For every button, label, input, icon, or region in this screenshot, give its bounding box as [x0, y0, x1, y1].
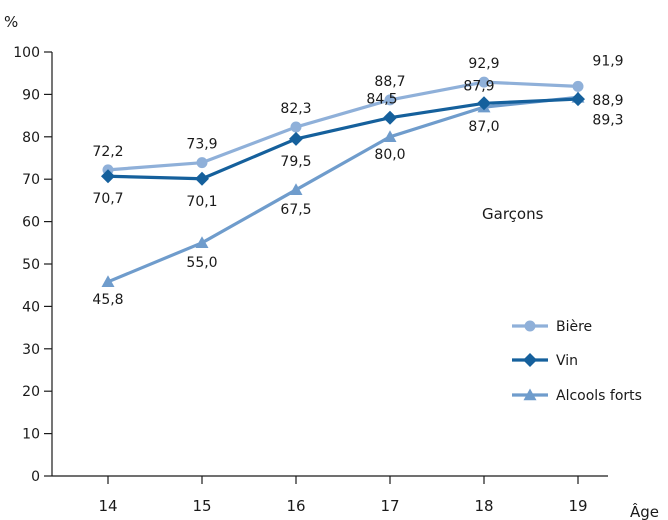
data-labels: 72,2 73,9 82,3 88,7 92,9 91,9 70,7 70,1 79,5 84,5… [92, 53, 623, 307]
legend-label: Vin [556, 353, 578, 369]
axes: 0 10 20 30 40 50 60 70 80 90 100 14 15 16 17 18 19 [13, 45, 608, 515]
data-label: 55,0 [186, 255, 217, 271]
x-axis-label: Âge [630, 502, 659, 520]
x-tick-label: 18 [474, 497, 493, 515]
y-tick-label: 90 [22, 87, 40, 103]
legend-marker [524, 320, 536, 332]
legend-label: Bière [556, 319, 592, 335]
y-tick-label: 100 [13, 45, 40, 61]
data-label: 73,9 [186, 137, 217, 153]
y-tick-label: 70 [22, 172, 40, 188]
y-tick-label: 80 [22, 130, 40, 146]
data-label: 67,5 [280, 202, 311, 218]
data-label: 70,7 [92, 191, 123, 207]
series-line [107, 80, 579, 172]
data-point [572, 80, 584, 92]
legend-marker [523, 353, 537, 367]
y-tick-label: 30 [22, 342, 40, 358]
series-line [107, 97, 579, 181]
y-tick-label: 20 [22, 384, 40, 400]
data-point [195, 236, 209, 248]
data-point [383, 130, 397, 142]
legend: Bière Vin Alcools forts [512, 319, 642, 404]
data-point [101, 275, 115, 288]
data-label: 92,9 [468, 56, 499, 72]
legend-label: Alcools forts [556, 388, 642, 404]
series-lines [107, 80, 579, 284]
data-point [571, 92, 585, 107]
x-tick-label: 17 [380, 497, 399, 515]
data-label: 89,3 [592, 112, 623, 128]
data-label: 88,7 [374, 74, 405, 90]
data-label: 87,9 [463, 78, 494, 94]
y-tick-label: 40 [22, 299, 40, 315]
data-point [196, 157, 208, 169]
y-tick-label: 0 [31, 469, 40, 485]
x-tick-label: 14 [98, 497, 117, 515]
x-tick-label: 16 [286, 497, 305, 515]
data-point [384, 94, 396, 106]
x-tick-label: 19 [568, 497, 587, 515]
data-point [195, 171, 209, 186]
data-point [477, 96, 491, 111]
data-point [478, 76, 490, 88]
y-tick-label: 50 [22, 257, 40, 273]
data-label: 72,2 [92, 144, 123, 160]
data-label: 82,3 [280, 101, 311, 117]
data-label: 79,5 [280, 154, 311, 170]
data-label: 91,9 [592, 53, 623, 69]
series-line [107, 95, 579, 284]
data-label: 80,0 [374, 147, 405, 163]
data-point [289, 131, 303, 146]
y-axis-label: % [4, 13, 18, 31]
data-point [289, 183, 303, 195]
data-point [101, 169, 115, 184]
chart-annotation: Garçons [482, 205, 544, 223]
series-markers [101, 76, 585, 288]
y-tick-label: 10 [22, 427, 40, 443]
data-label: 84,5 [366, 92, 397, 108]
data-point [383, 110, 397, 125]
data-label: 88,9 [592, 93, 623, 109]
x-tick-label: 15 [192, 497, 211, 515]
data-label: 70,1 [186, 194, 217, 210]
y-tick-label: 60 [22, 215, 40, 231]
legend-marker [523, 388, 537, 401]
data-label: 87,0 [468, 119, 499, 135]
data-point [290, 121, 302, 133]
data-label: 45,8 [92, 292, 123, 308]
